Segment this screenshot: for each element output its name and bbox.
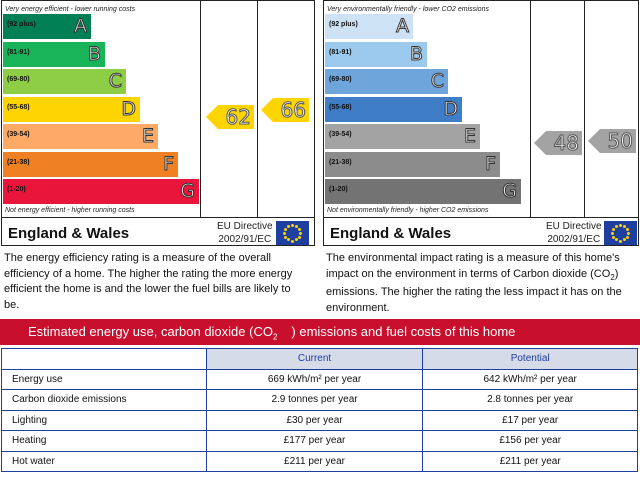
energy-band-b: (81-91) B bbox=[3, 41, 105, 67]
band-range-label: (55-68) bbox=[329, 103, 352, 111]
energy-current-rating: 62 bbox=[206, 105, 254, 130]
band-range-label: (92 plus) bbox=[7, 21, 36, 28]
environment-band-c: (69-80) C bbox=[325, 69, 448, 94]
energy-eu-directive: EU Directive 2002/91/EC bbox=[217, 221, 273, 245]
band-range-label: (21-38) bbox=[7, 158, 30, 166]
table-row: Carbon dioxide emissions 2.9 tonnes per y… bbox=[1, 389, 638, 411]
energy-region: England & Wales bbox=[8, 225, 130, 242]
band-letter: F bbox=[163, 152, 175, 175]
energy-band-c: (69-80) C bbox=[3, 69, 126, 94]
row-current: £30 per year bbox=[205, 409, 424, 431]
environment-top-caption: Very environmentally friendly - lower CO… bbox=[327, 6, 489, 13]
band-range-label: (55-68) bbox=[7, 103, 30, 111]
band-range-label: (69-80) bbox=[7, 76, 30, 83]
band-letter: B bbox=[409, 42, 423, 65]
band-range-label: (21-38) bbox=[329, 158, 352, 166]
energy-potential-rating: 66 bbox=[261, 98, 309, 123]
row-label: Carbon dioxide emissions bbox=[1, 389, 207, 411]
energy-bottom-caption: Not energy efficient - higher running co… bbox=[5, 207, 135, 214]
band-letter: C bbox=[108, 70, 122, 93]
table-row: Energy use 669 kWh/m² per year 642 kWh/m² … bbox=[1, 368, 638, 390]
energy-band-d: (55-68) D bbox=[3, 96, 140, 122]
band-range-label: (92 plus) bbox=[329, 21, 358, 28]
energy-band-e: (39-54) E bbox=[3, 124, 158, 149]
row-potential: 2.8 tonnes per year bbox=[422, 389, 638, 411]
band-letter: D bbox=[121, 97, 137, 120]
row-potential: 642 kWh/m² per year bbox=[422, 368, 638, 390]
row-label: Energy use bbox=[1, 368, 207, 390]
energy-rating-chart: Very energy efficient - lower running co… bbox=[1, 0, 315, 246]
environment-current-rating: 48 bbox=[534, 131, 582, 156]
environmental-rating-chart: Very environmentally friendly - lower CO… bbox=[323, 0, 639, 246]
energy-band-a: (92 plus) A bbox=[3, 14, 91, 39]
row-potential: £211 per year bbox=[422, 450, 638, 472]
row-label: Hot water bbox=[1, 450, 207, 472]
eu-flag-icon bbox=[276, 221, 309, 245]
environment-potential-rating: 50 bbox=[588, 129, 636, 154]
row-current: 669 kWh/m² per year bbox=[205, 368, 424, 390]
band-letter: E bbox=[141, 125, 154, 148]
band-letter: G bbox=[502, 180, 518, 203]
estimated-costs-table: Current Potential Energy use 669 kWh/m² p… bbox=[1, 348, 638, 472]
table-header-row: Current Potential bbox=[1, 348, 638, 370]
environment-band-b: (81-91) B bbox=[325, 41, 427, 67]
environment-band-f: (21-38) F bbox=[325, 151, 500, 177]
band-range-label: (1-20) bbox=[7, 186, 26, 193]
band-range-label: (69-80) bbox=[329, 76, 352, 83]
band-range-label: (81-91) bbox=[329, 48, 352, 56]
band-letter: C bbox=[430, 70, 444, 93]
band-range-label: (39-54) bbox=[7, 131, 30, 138]
band-range-label: (1-20) bbox=[329, 186, 348, 193]
band-range-label: (39-54) bbox=[329, 131, 352, 138]
estimated-costs-banner: Estimated energy use, carbon dioxide (CO… bbox=[0, 319, 640, 345]
band-range-label: (81-91) bbox=[7, 48, 30, 56]
table-row: Heating £177 per year £156 per year bbox=[1, 430, 638, 452]
header-potential: Potential bbox=[422, 348, 638, 370]
environment-bottom-caption: Not environmentally friendly - higher CO… bbox=[327, 207, 489, 214]
energy-band-f: (21-38) F bbox=[3, 151, 178, 177]
row-current: £177 per year bbox=[205, 430, 424, 452]
row-current: 2.9 tonnes per year bbox=[205, 389, 424, 411]
environment-band-e: (39-54) E bbox=[325, 124, 480, 149]
table-row: Hot water £211 per year £211 per year bbox=[1, 450, 638, 472]
environment-band-a: (92 plus) A bbox=[325, 14, 413, 39]
environment-band-g: (1-20) G bbox=[325, 179, 521, 204]
row-potential: £17 per year bbox=[422, 409, 638, 431]
band-letter: A bbox=[74, 15, 88, 38]
row-label: Heating bbox=[1, 430, 207, 452]
environment-region: England & Wales bbox=[330, 225, 452, 242]
environment-eu-directive: EU Directive 2002/91/EC bbox=[546, 221, 602, 245]
row-potential: £156 per year bbox=[422, 430, 638, 452]
row-current: £211 per year bbox=[205, 450, 424, 472]
environment-band-d: (55-68) D bbox=[325, 96, 462, 122]
header-blank bbox=[1, 348, 207, 370]
environment-description: The environmental impact rating is a mea… bbox=[326, 252, 622, 314]
eu-flag-icon bbox=[604, 221, 637, 245]
header-current: Current bbox=[205, 348, 424, 370]
band-letter: G bbox=[180, 180, 196, 203]
band-letter: D bbox=[443, 97, 459, 120]
table-row: Lighting £30 per year £17 per year bbox=[1, 409, 638, 431]
band-letter: B bbox=[87, 42, 101, 65]
band-letter: A bbox=[396, 15, 410, 38]
energy-band-g: (1-20) G bbox=[3, 179, 199, 204]
row-label: Lighting bbox=[1, 409, 207, 431]
energy-description: The energy efficiency rating is a measur… bbox=[4, 252, 293, 311]
band-letter: F bbox=[485, 152, 497, 175]
band-letter: E bbox=[463, 125, 476, 148]
energy-top-caption: Very energy efficient - lower running co… bbox=[5, 6, 136, 13]
